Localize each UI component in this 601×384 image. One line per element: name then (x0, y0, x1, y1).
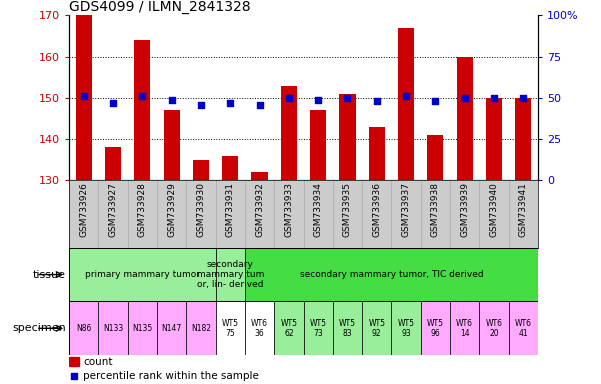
Point (343, 95, 352, 101)
Bar (251, 172, 267, 180)
Point (70, 373, 79, 379)
Text: N133: N133 (103, 324, 123, 333)
Bar (216, 301, 245, 355)
Text: GDS4099 / ILMN_2841328: GDS4099 / ILMN_2841328 (69, 0, 251, 14)
Bar (340, 94, 356, 180)
Point (519, 95, 528, 101)
Bar (69, 358, 79, 366)
Text: GSM733930: GSM733930 (197, 182, 206, 237)
Bar (157, 301, 186, 355)
Text: primary mammary tumor: primary mammary tumor (85, 270, 200, 279)
Bar (508, 301, 538, 355)
Bar (69, 301, 99, 355)
Text: GSM733927: GSM733927 (109, 182, 118, 237)
Text: GSM733931: GSM733931 (226, 182, 235, 237)
Bar (391, 301, 421, 355)
Bar (76, 15, 92, 180)
Text: N147: N147 (162, 324, 182, 333)
Bar (368, 127, 385, 180)
Bar (193, 160, 209, 180)
Text: WT5
92: WT5 92 (368, 319, 385, 338)
Bar (515, 98, 531, 180)
Text: N182: N182 (191, 324, 211, 333)
Bar (222, 156, 239, 180)
Text: N86: N86 (76, 324, 91, 333)
Bar (486, 98, 502, 180)
Bar (105, 147, 121, 180)
Text: GSM733940: GSM733940 (489, 182, 498, 237)
Text: WT5
62: WT5 62 (280, 319, 297, 338)
Text: WT6
14: WT6 14 (456, 319, 473, 338)
Text: GSM733933: GSM733933 (284, 182, 293, 237)
Point (430, 98, 440, 104)
Point (489, 95, 499, 101)
Text: specimen: specimen (13, 323, 66, 333)
Bar (134, 40, 150, 180)
Bar (362, 301, 391, 355)
Bar (245, 301, 274, 355)
Point (313, 96, 323, 103)
Text: GSM733935: GSM733935 (343, 182, 352, 237)
Bar (99, 301, 127, 355)
Text: secondary
mammary tum
or, lin- derived: secondary mammary tum or, lin- derived (197, 260, 264, 290)
Text: N135: N135 (132, 324, 153, 333)
Bar (421, 301, 450, 355)
Text: GSM733939: GSM733939 (460, 182, 469, 237)
Bar (274, 301, 304, 355)
Bar (457, 57, 473, 180)
Text: WT6
20: WT6 20 (486, 319, 502, 338)
Bar (163, 110, 180, 180)
Bar (128, 301, 157, 355)
Point (401, 93, 411, 99)
Text: GSM733926: GSM733926 (79, 182, 88, 237)
Bar (304, 301, 333, 355)
Text: WT5
96: WT5 96 (427, 319, 444, 338)
Point (79, 93, 88, 99)
Text: secondary mammary tumor, TIC derived: secondary mammary tumor, TIC derived (299, 270, 483, 279)
Bar (427, 135, 444, 180)
Text: GSM733937: GSM733937 (401, 182, 410, 237)
Bar (69, 248, 216, 301)
Text: WT5
93: WT5 93 (397, 319, 415, 338)
Point (138, 93, 147, 99)
Text: GSM733929: GSM733929 (167, 182, 176, 237)
Text: GSM733941: GSM733941 (519, 182, 528, 237)
Text: WT6
41: WT6 41 (514, 319, 532, 338)
Point (460, 95, 469, 101)
Point (255, 101, 264, 108)
Point (372, 98, 382, 104)
Bar (245, 248, 538, 301)
Text: GSM733928: GSM733928 (138, 182, 147, 237)
Bar (186, 301, 216, 355)
Text: WT5
75: WT5 75 (222, 319, 239, 338)
Text: percentile rank within the sample: percentile rank within the sample (83, 371, 259, 381)
Bar (398, 28, 414, 180)
Text: WT5
73: WT5 73 (310, 319, 327, 338)
Text: GSM733932: GSM733932 (255, 182, 264, 237)
Bar (310, 110, 326, 180)
Text: count: count (83, 357, 112, 367)
Text: WT6
36: WT6 36 (251, 319, 268, 338)
Bar (333, 301, 362, 355)
Point (284, 95, 294, 101)
Bar (450, 301, 480, 355)
Point (108, 100, 118, 106)
Point (167, 96, 177, 103)
Point (225, 100, 235, 106)
Bar (480, 301, 508, 355)
Text: GSM733938: GSM733938 (431, 182, 440, 237)
Bar (281, 86, 297, 180)
Text: WT5
83: WT5 83 (339, 319, 356, 338)
Text: GSM733934: GSM733934 (314, 182, 323, 237)
Text: tissue: tissue (33, 270, 66, 280)
Bar (216, 248, 245, 301)
Text: GSM733936: GSM733936 (372, 182, 381, 237)
Point (196, 101, 206, 108)
